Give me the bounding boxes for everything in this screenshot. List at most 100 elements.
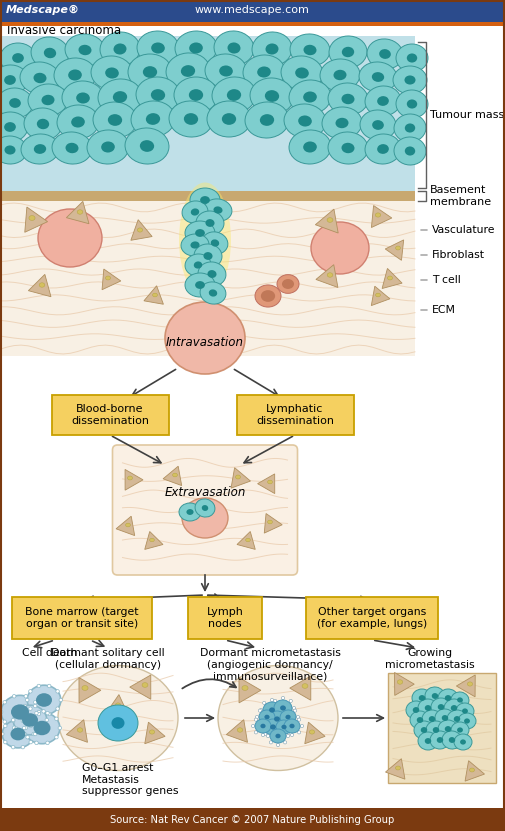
Ellipse shape [29, 215, 35, 220]
Ellipse shape [275, 734, 281, 738]
Ellipse shape [280, 706, 286, 711]
Ellipse shape [39, 283, 45, 288]
FancyBboxPatch shape [306, 597, 438, 639]
Ellipse shape [265, 90, 279, 102]
Text: Lymphatic
dissemination: Lymphatic dissemination [256, 404, 334, 426]
Ellipse shape [219, 66, 233, 76]
Ellipse shape [173, 473, 177, 477]
Ellipse shape [200, 282, 226, 304]
Ellipse shape [142, 683, 148, 687]
Ellipse shape [195, 281, 205, 289]
Ellipse shape [29, 724, 32, 728]
Ellipse shape [289, 80, 331, 114]
Ellipse shape [59, 698, 63, 701]
Ellipse shape [269, 740, 273, 744]
Polygon shape [316, 264, 338, 288]
Ellipse shape [290, 34, 330, 66]
Ellipse shape [275, 707, 279, 711]
Ellipse shape [283, 740, 287, 744]
Ellipse shape [276, 744, 280, 746]
Ellipse shape [174, 77, 218, 113]
Ellipse shape [298, 116, 312, 126]
Ellipse shape [290, 715, 293, 719]
Ellipse shape [335, 118, 348, 128]
Polygon shape [371, 205, 392, 228]
Ellipse shape [166, 53, 210, 89]
Ellipse shape [289, 719, 293, 722]
Text: Lymph
nodes: Lymph nodes [207, 607, 243, 629]
Ellipse shape [425, 687, 445, 705]
Ellipse shape [269, 707, 275, 713]
Ellipse shape [181, 65, 195, 76]
Ellipse shape [0, 43, 36, 73]
Ellipse shape [179, 183, 231, 297]
Ellipse shape [37, 684, 40, 688]
Ellipse shape [3, 701, 7, 704]
Ellipse shape [327, 273, 333, 278]
Ellipse shape [276, 715, 280, 719]
Ellipse shape [260, 114, 274, 125]
Ellipse shape [376, 293, 380, 297]
Text: Vasculature: Vasculature [432, 225, 495, 235]
Ellipse shape [341, 94, 355, 104]
Ellipse shape [105, 67, 119, 79]
Ellipse shape [151, 89, 165, 101]
Ellipse shape [367, 39, 403, 69]
Ellipse shape [271, 735, 275, 739]
Text: Medscape®: Medscape® [6, 5, 80, 15]
Ellipse shape [445, 726, 451, 732]
Ellipse shape [451, 722, 469, 738]
Ellipse shape [13, 706, 47, 735]
Ellipse shape [184, 113, 198, 125]
Ellipse shape [438, 720, 458, 738]
Ellipse shape [4, 740, 7, 744]
Ellipse shape [211, 239, 219, 247]
Ellipse shape [54, 58, 96, 92]
Ellipse shape [41, 95, 55, 106]
Ellipse shape [365, 86, 401, 116]
Ellipse shape [191, 209, 199, 215]
Ellipse shape [285, 715, 290, 720]
Ellipse shape [146, 113, 160, 125]
Ellipse shape [24, 695, 28, 698]
Ellipse shape [131, 101, 175, 137]
Ellipse shape [263, 702, 281, 718]
Ellipse shape [264, 718, 267, 721]
Ellipse shape [283, 730, 286, 734]
Ellipse shape [379, 49, 391, 59]
Ellipse shape [0, 136, 27, 164]
Ellipse shape [24, 712, 60, 744]
Ellipse shape [137, 228, 142, 232]
Ellipse shape [227, 89, 241, 101]
Ellipse shape [0, 88, 33, 118]
Ellipse shape [417, 717, 423, 723]
Text: Source: Nat Rev Cancer © 2007 Nature Publishing Group: Source: Nat Rev Cancer © 2007 Nature Pub… [110, 815, 394, 825]
Ellipse shape [281, 696, 285, 700]
Polygon shape [131, 219, 152, 240]
Ellipse shape [45, 718, 48, 722]
Ellipse shape [256, 715, 259, 719]
Ellipse shape [286, 735, 289, 738]
Ellipse shape [165, 302, 245, 374]
Ellipse shape [283, 711, 286, 714]
Ellipse shape [297, 730, 300, 734]
Ellipse shape [445, 695, 451, 701]
Ellipse shape [169, 101, 213, 137]
Ellipse shape [394, 137, 426, 165]
Ellipse shape [456, 703, 474, 719]
Ellipse shape [425, 738, 431, 744]
Ellipse shape [242, 686, 248, 691]
Ellipse shape [341, 143, 355, 153]
Ellipse shape [207, 101, 251, 137]
Ellipse shape [32, 732, 35, 735]
Ellipse shape [281, 725, 287, 730]
Bar [0, 808, 505, 831]
Ellipse shape [46, 741, 49, 745]
Ellipse shape [261, 724, 266, 728]
Ellipse shape [387, 276, 392, 280]
Ellipse shape [153, 293, 158, 297]
Ellipse shape [66, 143, 78, 153]
Ellipse shape [46, 711, 49, 715]
Ellipse shape [255, 285, 281, 307]
Ellipse shape [264, 719, 282, 735]
